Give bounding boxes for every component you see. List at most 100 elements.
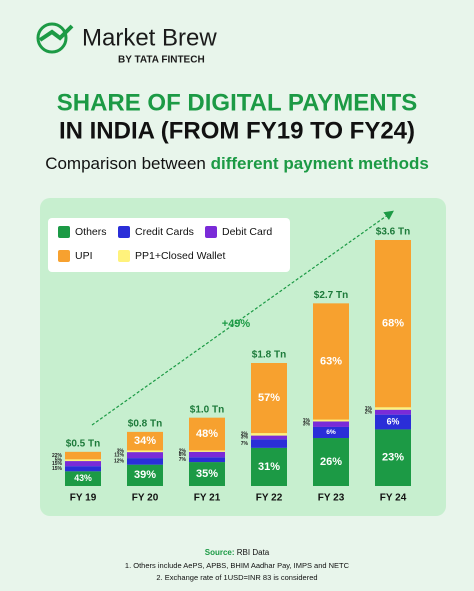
x-tick-label: FY 23 xyxy=(318,493,345,504)
bar-segment xyxy=(251,433,287,436)
bar-segment xyxy=(65,466,101,472)
segment-label: 35% xyxy=(196,468,218,480)
source-label: Source: xyxy=(205,548,235,557)
x-tick-label: FY 21 xyxy=(194,493,221,504)
segment-label: 26% xyxy=(320,456,342,468)
bar-segment xyxy=(189,451,225,458)
segment-label: 31% xyxy=(258,461,280,473)
segment-label: 6% xyxy=(387,416,400,426)
segment-label: 3% xyxy=(303,422,311,428)
segment-label: 2% xyxy=(179,448,187,454)
legend-swatch xyxy=(118,250,130,262)
total-label: $0.8 Tn xyxy=(128,419,162,430)
segment-label: 48% xyxy=(196,428,218,440)
growth-arrow xyxy=(91,210,394,426)
bar-segment xyxy=(313,419,349,422)
bar-segment xyxy=(189,450,225,452)
bar-segment xyxy=(375,414,411,430)
segment-label: 68% xyxy=(382,318,404,330)
legend-box xyxy=(48,218,290,272)
title-line: SHARE OF DIGITAL PAYMENTS xyxy=(57,89,417,116)
bar-segment xyxy=(65,471,101,486)
x-tick-label: FY 22 xyxy=(256,493,283,504)
growth-annotation: +49% xyxy=(222,318,251,330)
legend-label: Credit Cards xyxy=(135,226,194,238)
subtitle: Comparison between different payment met… xyxy=(45,154,429,173)
logo xyxy=(36,22,74,54)
legend-swatch xyxy=(205,226,217,238)
bar-segment xyxy=(313,426,349,439)
subtitle-highlight: different payment methods xyxy=(211,154,429,173)
legend-label: PP1+Closed Wallet xyxy=(135,250,225,262)
segment-label: 39% xyxy=(134,469,156,481)
brand-name: Market Brew xyxy=(82,24,217,51)
total-label: $0.5 Tn xyxy=(66,438,100,449)
bar-segment xyxy=(251,363,287,434)
segment-label: 15% xyxy=(52,466,63,472)
segment-label: 6% xyxy=(326,429,336,436)
segment-label: 34% xyxy=(134,435,156,447)
bar-segment xyxy=(65,461,101,467)
bar-segment xyxy=(251,447,287,486)
segment-label: 11% xyxy=(114,452,124,458)
segment-label: 15% xyxy=(52,461,63,467)
bar-segment xyxy=(127,458,163,465)
segment-label: 12% xyxy=(114,459,125,465)
bar-segment xyxy=(251,435,287,440)
bar-segment xyxy=(375,407,411,410)
segment-label: 3% xyxy=(241,435,249,441)
segment-label: 7% xyxy=(241,441,249,447)
bar-segment xyxy=(189,417,225,451)
brand-tagline: BY TATA FINTECH xyxy=(118,55,205,66)
subtitle-lead: Comparison between xyxy=(45,154,206,173)
total-label: $1.8 Tn xyxy=(252,350,286,361)
title-line: IN INDIA (FROM FY19 TO FY24) xyxy=(59,117,415,144)
segment-label: 8% xyxy=(179,452,187,458)
bar-segment xyxy=(251,439,287,448)
segment-label: 7% xyxy=(179,457,187,463)
logo-arrow xyxy=(38,24,74,42)
segment-label: 2% xyxy=(241,432,249,438)
total-label: $2.7 Tn xyxy=(314,290,348,301)
logo-icon xyxy=(36,22,68,54)
x-tick-label: FY 19 xyxy=(70,493,97,504)
footnote: 1. Others include AePS, APBS, BHIM Aadha… xyxy=(125,561,350,570)
segment-label: 5% xyxy=(55,458,63,464)
segment-label: 1% xyxy=(365,406,373,412)
bar-segment xyxy=(127,431,163,451)
x-tick-label: FY 24 xyxy=(380,493,407,504)
bar-segment xyxy=(375,429,411,486)
x-tick-label: FY 20 xyxy=(132,493,159,504)
segment-label: 22% xyxy=(52,453,63,459)
bar-segment xyxy=(189,457,225,463)
total-label: $3.6 Tn xyxy=(376,227,410,238)
legend-label: UPI xyxy=(75,250,93,262)
legend-label: Debit Card xyxy=(222,226,272,238)
legend-swatch xyxy=(58,226,70,238)
legend-label: Others xyxy=(75,226,107,238)
footnote: 2. Exchange rate of 1USD=INR 83 is consi… xyxy=(156,573,317,582)
segment-label: 3% xyxy=(117,449,125,455)
segment-label: 57% xyxy=(258,392,280,404)
legend-swatch xyxy=(118,226,130,238)
bar-segment xyxy=(313,303,349,420)
segment-label: 43% xyxy=(74,473,92,483)
bar-segment xyxy=(375,409,411,415)
bar-segment xyxy=(189,462,225,486)
bar-segment xyxy=(127,452,163,459)
bar-segment xyxy=(127,464,163,486)
source-text: RBI Data xyxy=(237,548,270,557)
segment-label: 23% xyxy=(382,452,404,464)
legend-swatch xyxy=(58,250,70,262)
bar-segment xyxy=(65,459,101,462)
total-label: $1.0 Tn xyxy=(190,404,224,415)
source: Source: RBI Data xyxy=(205,548,270,557)
bar-segment xyxy=(313,438,349,486)
segment-label: 1% xyxy=(303,418,311,424)
bar-segment xyxy=(127,450,163,453)
segment-label: 63% xyxy=(320,355,342,367)
bar-segment xyxy=(65,451,101,460)
bar-segment xyxy=(375,240,411,408)
